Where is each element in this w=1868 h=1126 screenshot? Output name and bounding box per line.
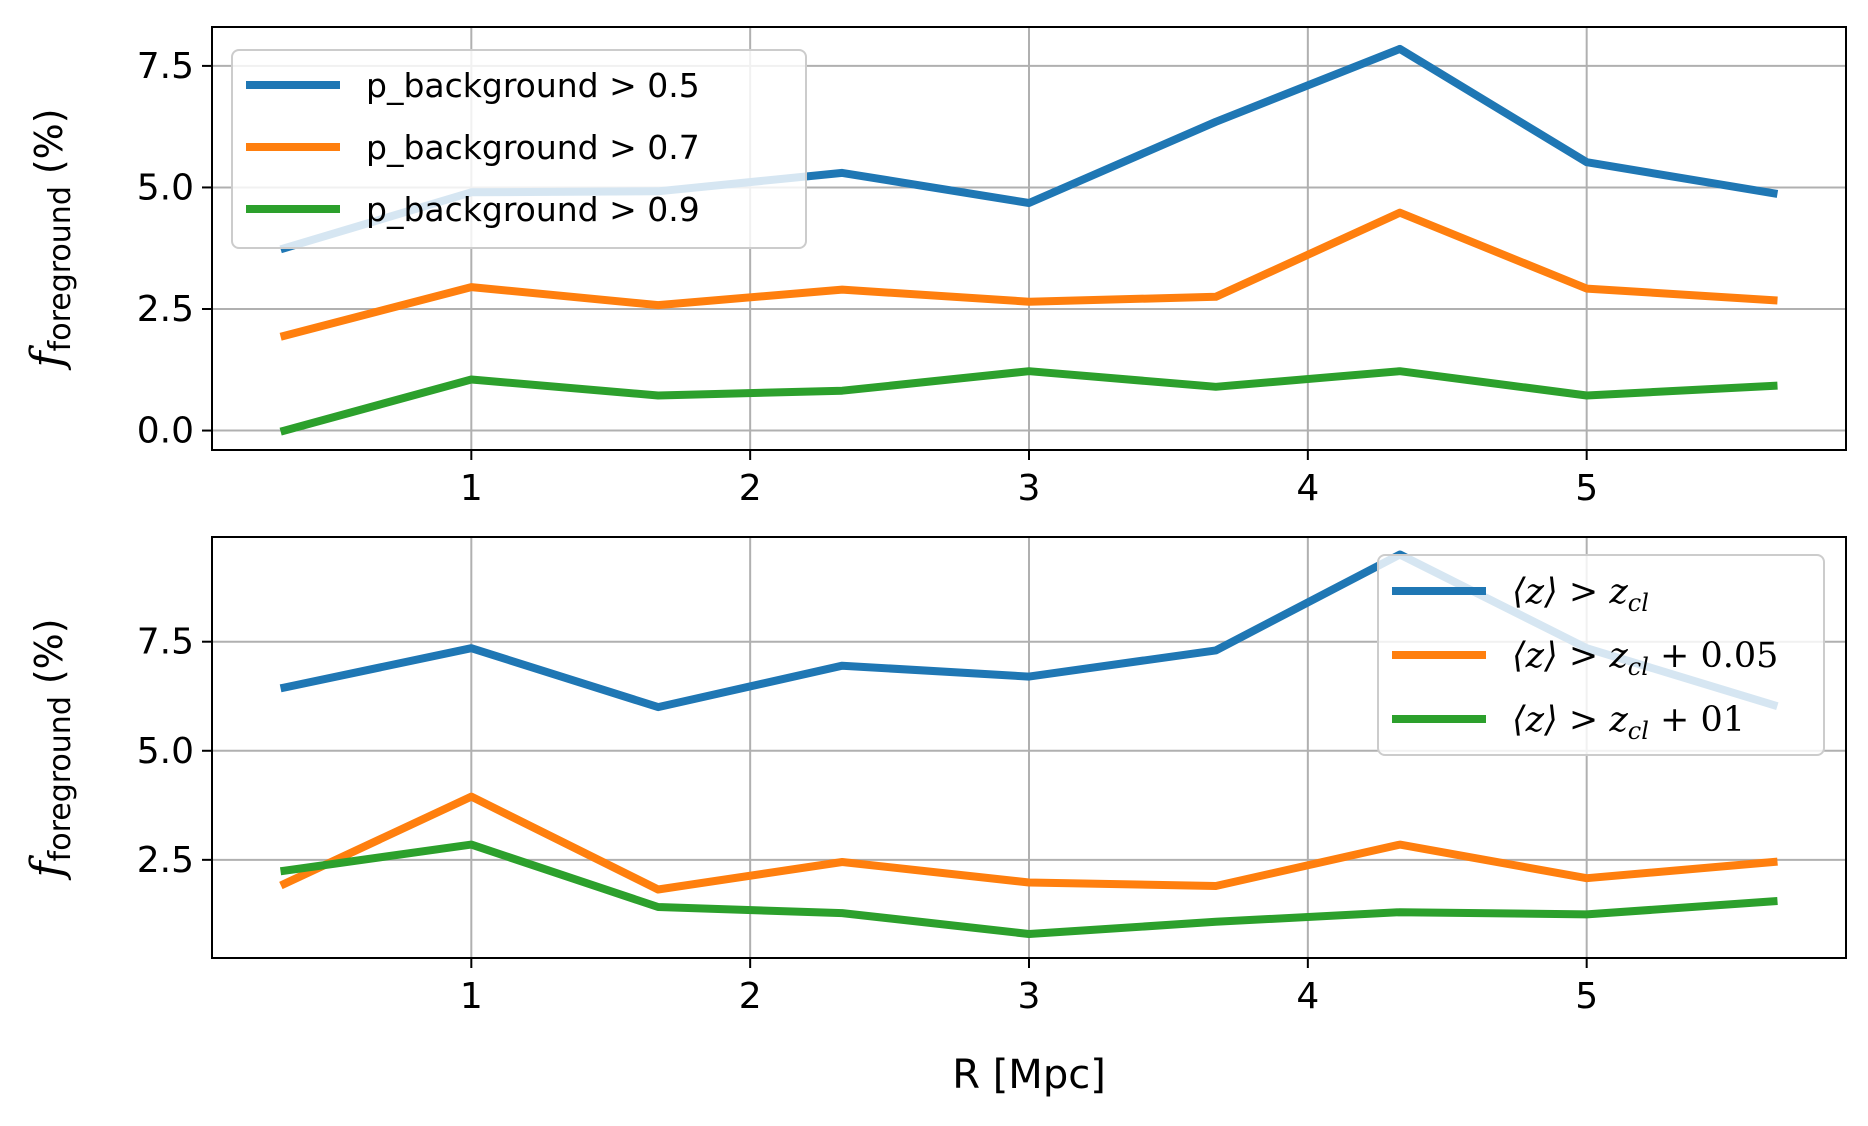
bottom-panel-legend: ⟨z⟩ > zcl ⟨z⟩ > zcl + 0.05 ⟨z⟩ > zcl + 01 (1377, 554, 1825, 756)
series-line (279, 367, 1778, 436)
bottom-panel: 1 2 3 4 52.55.07.5 fforeground(%) R [Mpc] ⟨z… (22, 536, 1847, 1098)
x-tick-label: 4 (1296, 468, 1319, 509)
top-panel-y-axis-label: fforeground(%) (22, 108, 78, 370)
y-axis-unit: (%) (27, 618, 71, 684)
x-tick-label: 3 (1018, 468, 1041, 509)
top-panel: 1 2 3 4 50.02.55.07.5 fforeground(%) p_backg… (22, 26, 1847, 509)
y-axis-subscript: foreground (43, 186, 78, 351)
legend-box (231, 49, 807, 249)
legend-label: ⟨z⟩ > zcl + 0.05 (1512, 636, 1778, 681)
top-panel-ticks: 1 2 3 4 5 0.0 2.5 5.0 7.5 (137, 46, 1598, 509)
top-panel-legend: p_background > 0.5 p_background > 0.7 p_ba… (231, 49, 807, 249)
legend-box (1377, 554, 1825, 756)
bottom-panel-y-axis-label: fforeground(%) (22, 618, 78, 880)
legend-label: p_background > 0.9 (366, 190, 700, 229)
x-tick-label: 5 (1575, 468, 1598, 509)
series-line (279, 840, 1778, 938)
x-tick-label: 2 (739, 468, 762, 509)
y-tick-label: 2.5 (137, 840, 194, 881)
y-tick-label: 7.5 (137, 622, 194, 663)
series-line (279, 208, 1778, 341)
x-tick-label: 4 (1296, 976, 1319, 1017)
top-panel-grid (212, 27, 1846, 450)
y-tick-label: 7.5 (137, 46, 194, 87)
legend-label: ⟨z⟩ > zcl (1512, 572, 1649, 617)
x-tick-label: 1 (460, 976, 483, 1017)
x-tick-label: 3 (1018, 976, 1041, 1017)
y-tick-label: 5.0 (137, 167, 194, 208)
y-tick-label: 2.5 (137, 289, 194, 330)
y-axis-subscript: foreground (43, 696, 78, 861)
y-tick-label: 5.0 (137, 731, 194, 772)
series-line (279, 792, 1778, 894)
x-tick-label: 1 (460, 468, 483, 509)
legend-label: p_background > 0.7 (366, 128, 700, 167)
bottom-panel-x-axis-label: R [Mpc] (952, 1052, 1106, 1098)
x-tick-label: 2 (739, 976, 762, 1017)
y-axis-unit: (%) (27, 108, 71, 174)
legend-label: p_background > 0.5 (366, 66, 700, 105)
y-tick-label: 0.0 (137, 411, 194, 452)
legend-label: ⟨z⟩ > zcl + 01 (1512, 700, 1745, 745)
x-tick-label: 5 (1575, 976, 1598, 1017)
bottom-panel-ticks: 1 2 3 4 5 2.5 5.0 7.5 (137, 622, 1598, 1017)
